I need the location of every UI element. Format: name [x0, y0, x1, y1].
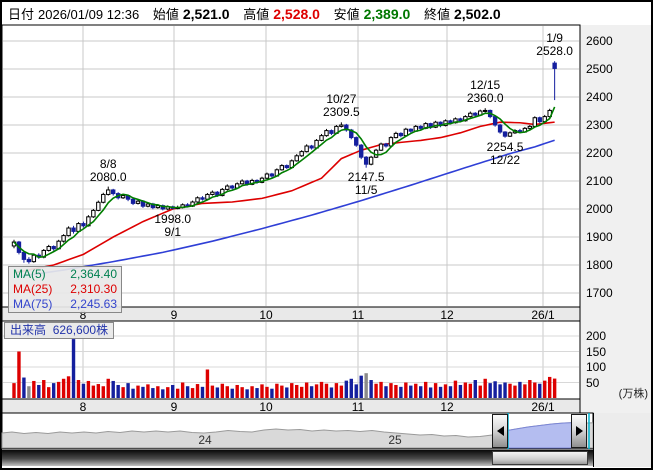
ma-legend-label: MA(75) [13, 297, 53, 311]
low-label: 安値 [333, 7, 360, 22]
navigator-right-button[interactable] [571, 414, 587, 448]
price-tick-label: 2000 [586, 202, 613, 216]
volume-tick-label: 100 [586, 360, 607, 374]
navigator-selection-window[interactable] [508, 413, 571, 449]
price-tick-label: 1800 [586, 258, 613, 272]
navigator-timeline[interactable] [2, 413, 492, 449]
ma-legend-row: MA(25) 2,310.30 [9, 282, 121, 297]
navigator-year-label: 24 [198, 433, 212, 447]
date-label: 日付 [8, 7, 35, 22]
x-axis-strip-2 [2, 399, 580, 413]
price-tick-label: 1900 [586, 230, 613, 244]
price-tick-label: 2100 [586, 174, 613, 188]
low-value: 2,389.0 [363, 6, 411, 22]
ma-legend-value: 2,245.63 [70, 297, 117, 311]
navigator-selection-fill [508, 422, 571, 449]
bottom-right-panel [593, 413, 651, 467]
ma-legend: MA(5) 2,364.40 MA(25) 2,310.30 MA(75) 2,245.6… [8, 266, 122, 313]
high-value: 2,528.0 [273, 6, 320, 22]
ma75-line [13, 139, 555, 279]
scroll-right-icon [575, 426, 583, 436]
ma-legend-label: MA(5) [13, 267, 46, 281]
navigator-left-button[interactable] [492, 414, 508, 448]
month-tick-label: 12 [440, 400, 454, 414]
month-tick-label: 12 [440, 308, 454, 322]
date-value: 2026/01/09 12:36 [38, 7, 140, 22]
month-tick-label: 26/1 [531, 400, 555, 414]
price-annotation: 2147.5 11/5 [347, 169, 385, 197]
price-tick-label: 2600 [586, 34, 613, 48]
volume-value: 626,600株 [52, 323, 109, 337]
navigator-year-label: 25 [388, 433, 402, 447]
price-annotation: 1998.0 9/1 [154, 211, 192, 239]
volume-legend: 出来高 626,600株 [4, 322, 115, 339]
ma5-line [13, 106, 556, 258]
ma25-line [13, 121, 555, 274]
ma-legend-label: MA(25) [13, 282, 53, 296]
month-tick-label: 10 [259, 400, 273, 414]
price-tick-label: 2500 [586, 62, 613, 76]
close-label: 終値 [423, 7, 450, 22]
price-tick-label: 1700 [586, 286, 613, 300]
volume-unit-label: (万株) [618, 388, 648, 400]
month-tick-label: 11 [351, 400, 365, 414]
volume-tick-label: 200 [586, 329, 607, 343]
month-tick-label: 10 [259, 308, 273, 322]
scroll-left-icon [496, 426, 504, 436]
ma-legend-row: MA(5) 2,364.40 [9, 267, 121, 282]
price-tick-label: 2300 [586, 118, 613, 132]
ma-legend-value: 2,310.30 [70, 282, 117, 296]
close-value: 2,502.0 [453, 6, 501, 22]
info-bar: 日付 2026/01/09 12:36 始値 2,521.0 高値 2,528.0 安… [8, 4, 501, 23]
price-annotation: 1/9 2528.0 [536, 31, 573, 59]
x-axis-strip-1 [2, 307, 580, 321]
volume-tick-label: 150 [586, 344, 607, 359]
month-tick-label: 8 [79, 308, 87, 322]
high-label: 高値 [243, 7, 270, 22]
volume-label: 出来高 [10, 323, 47, 337]
open-value: 2,521.0 [182, 6, 230, 22]
volume-tick-label: 50 [586, 375, 600, 390]
horizontal-scrollbar-track[interactable] [2, 450, 593, 466]
price-axis-gutter [580, 25, 651, 413]
gridlines [3, 26, 579, 398]
month-tick-label: 8 [79, 400, 87, 414]
price-tick-label: 2200 [586, 146, 613, 160]
volume-chart-area[interactable] [2, 321, 580, 399]
candlesticks [11, 61, 557, 264]
ma-legend-value: 2,364.40 [70, 267, 117, 281]
price-tick-label: 2400 [586, 90, 613, 104]
volume-bars [12, 339, 557, 398]
open-label: 始値 [152, 7, 179, 22]
price-annotation: 10/27 2309.5 [323, 92, 360, 120]
month-tick-label: 26/1 [531, 308, 555, 322]
price-annotation: 8/8 2080.0 [89, 156, 127, 184]
price-annotation: 12/15 2360.0 [466, 78, 504, 106]
month-tick-label: 9 [170, 308, 178, 322]
price-annotation: 2254.5 12/22 [486, 139, 524, 167]
month-tick-label: 11 [351, 308, 365, 322]
horizontal-scrollbar-thumb[interactable] [492, 451, 588, 465]
ma-legend-row: MA(75) 2,245.63 [9, 297, 121, 312]
month-tick-label: 9 [170, 400, 178, 414]
main-chart-area[interactable] [2, 25, 580, 307]
